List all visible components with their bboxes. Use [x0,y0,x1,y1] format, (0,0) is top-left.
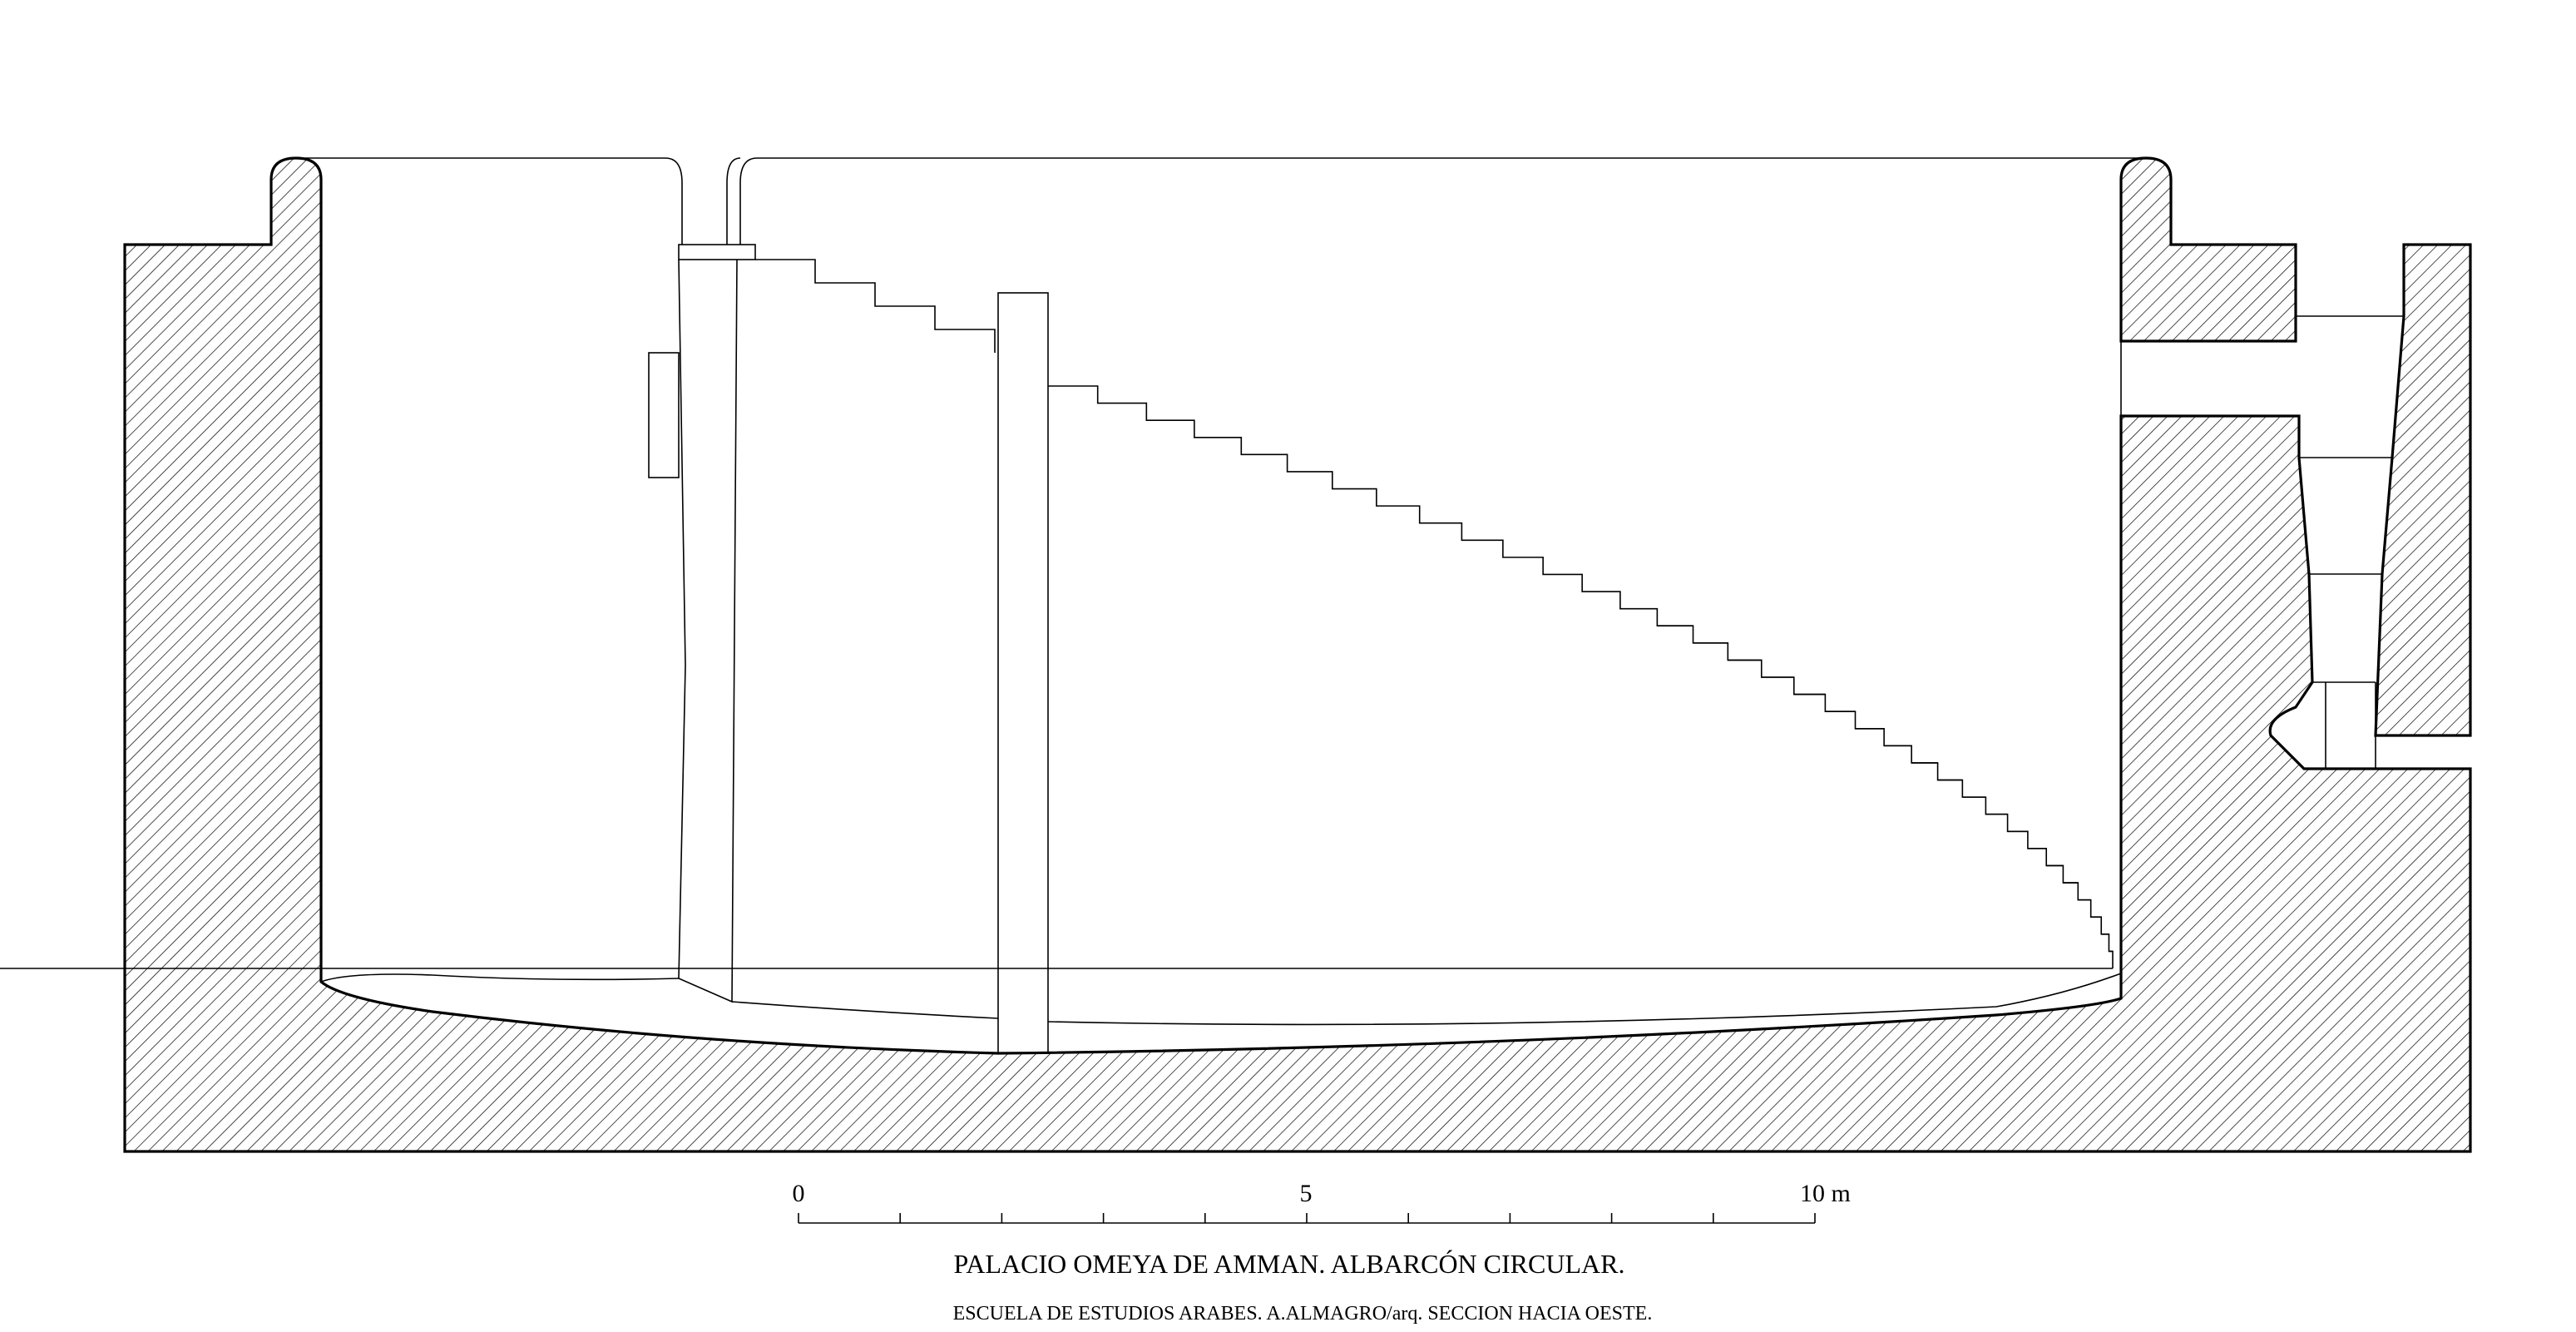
scale-label: 0 [793,1180,805,1207]
scale-label: 5 [1300,1180,1313,1207]
landing [678,244,756,260]
shaft-hatch [2374,243,2472,737]
right-rim-hatch [2119,156,2297,343]
scale-bar [798,1213,1816,1224]
niche [648,352,680,478]
subtitle: ESCUELA DE ESTUDIOS ARABES. A.ALMAGRO/ar… [953,1303,1653,1325]
shaft-outline [2296,315,2404,769]
title: PALACIO OMEYA DE AMMAN. ALBARCÓN CIRCULA… [954,1249,1625,1279]
floor-line [320,973,2122,1026]
rim [296,157,2146,245]
stairs [0,259,2114,969]
stair-flight [1048,385,2114,968]
scale-label: 10 m [1800,1180,1851,1207]
stair-flight [755,259,996,353]
central-pier [997,292,1049,1054]
